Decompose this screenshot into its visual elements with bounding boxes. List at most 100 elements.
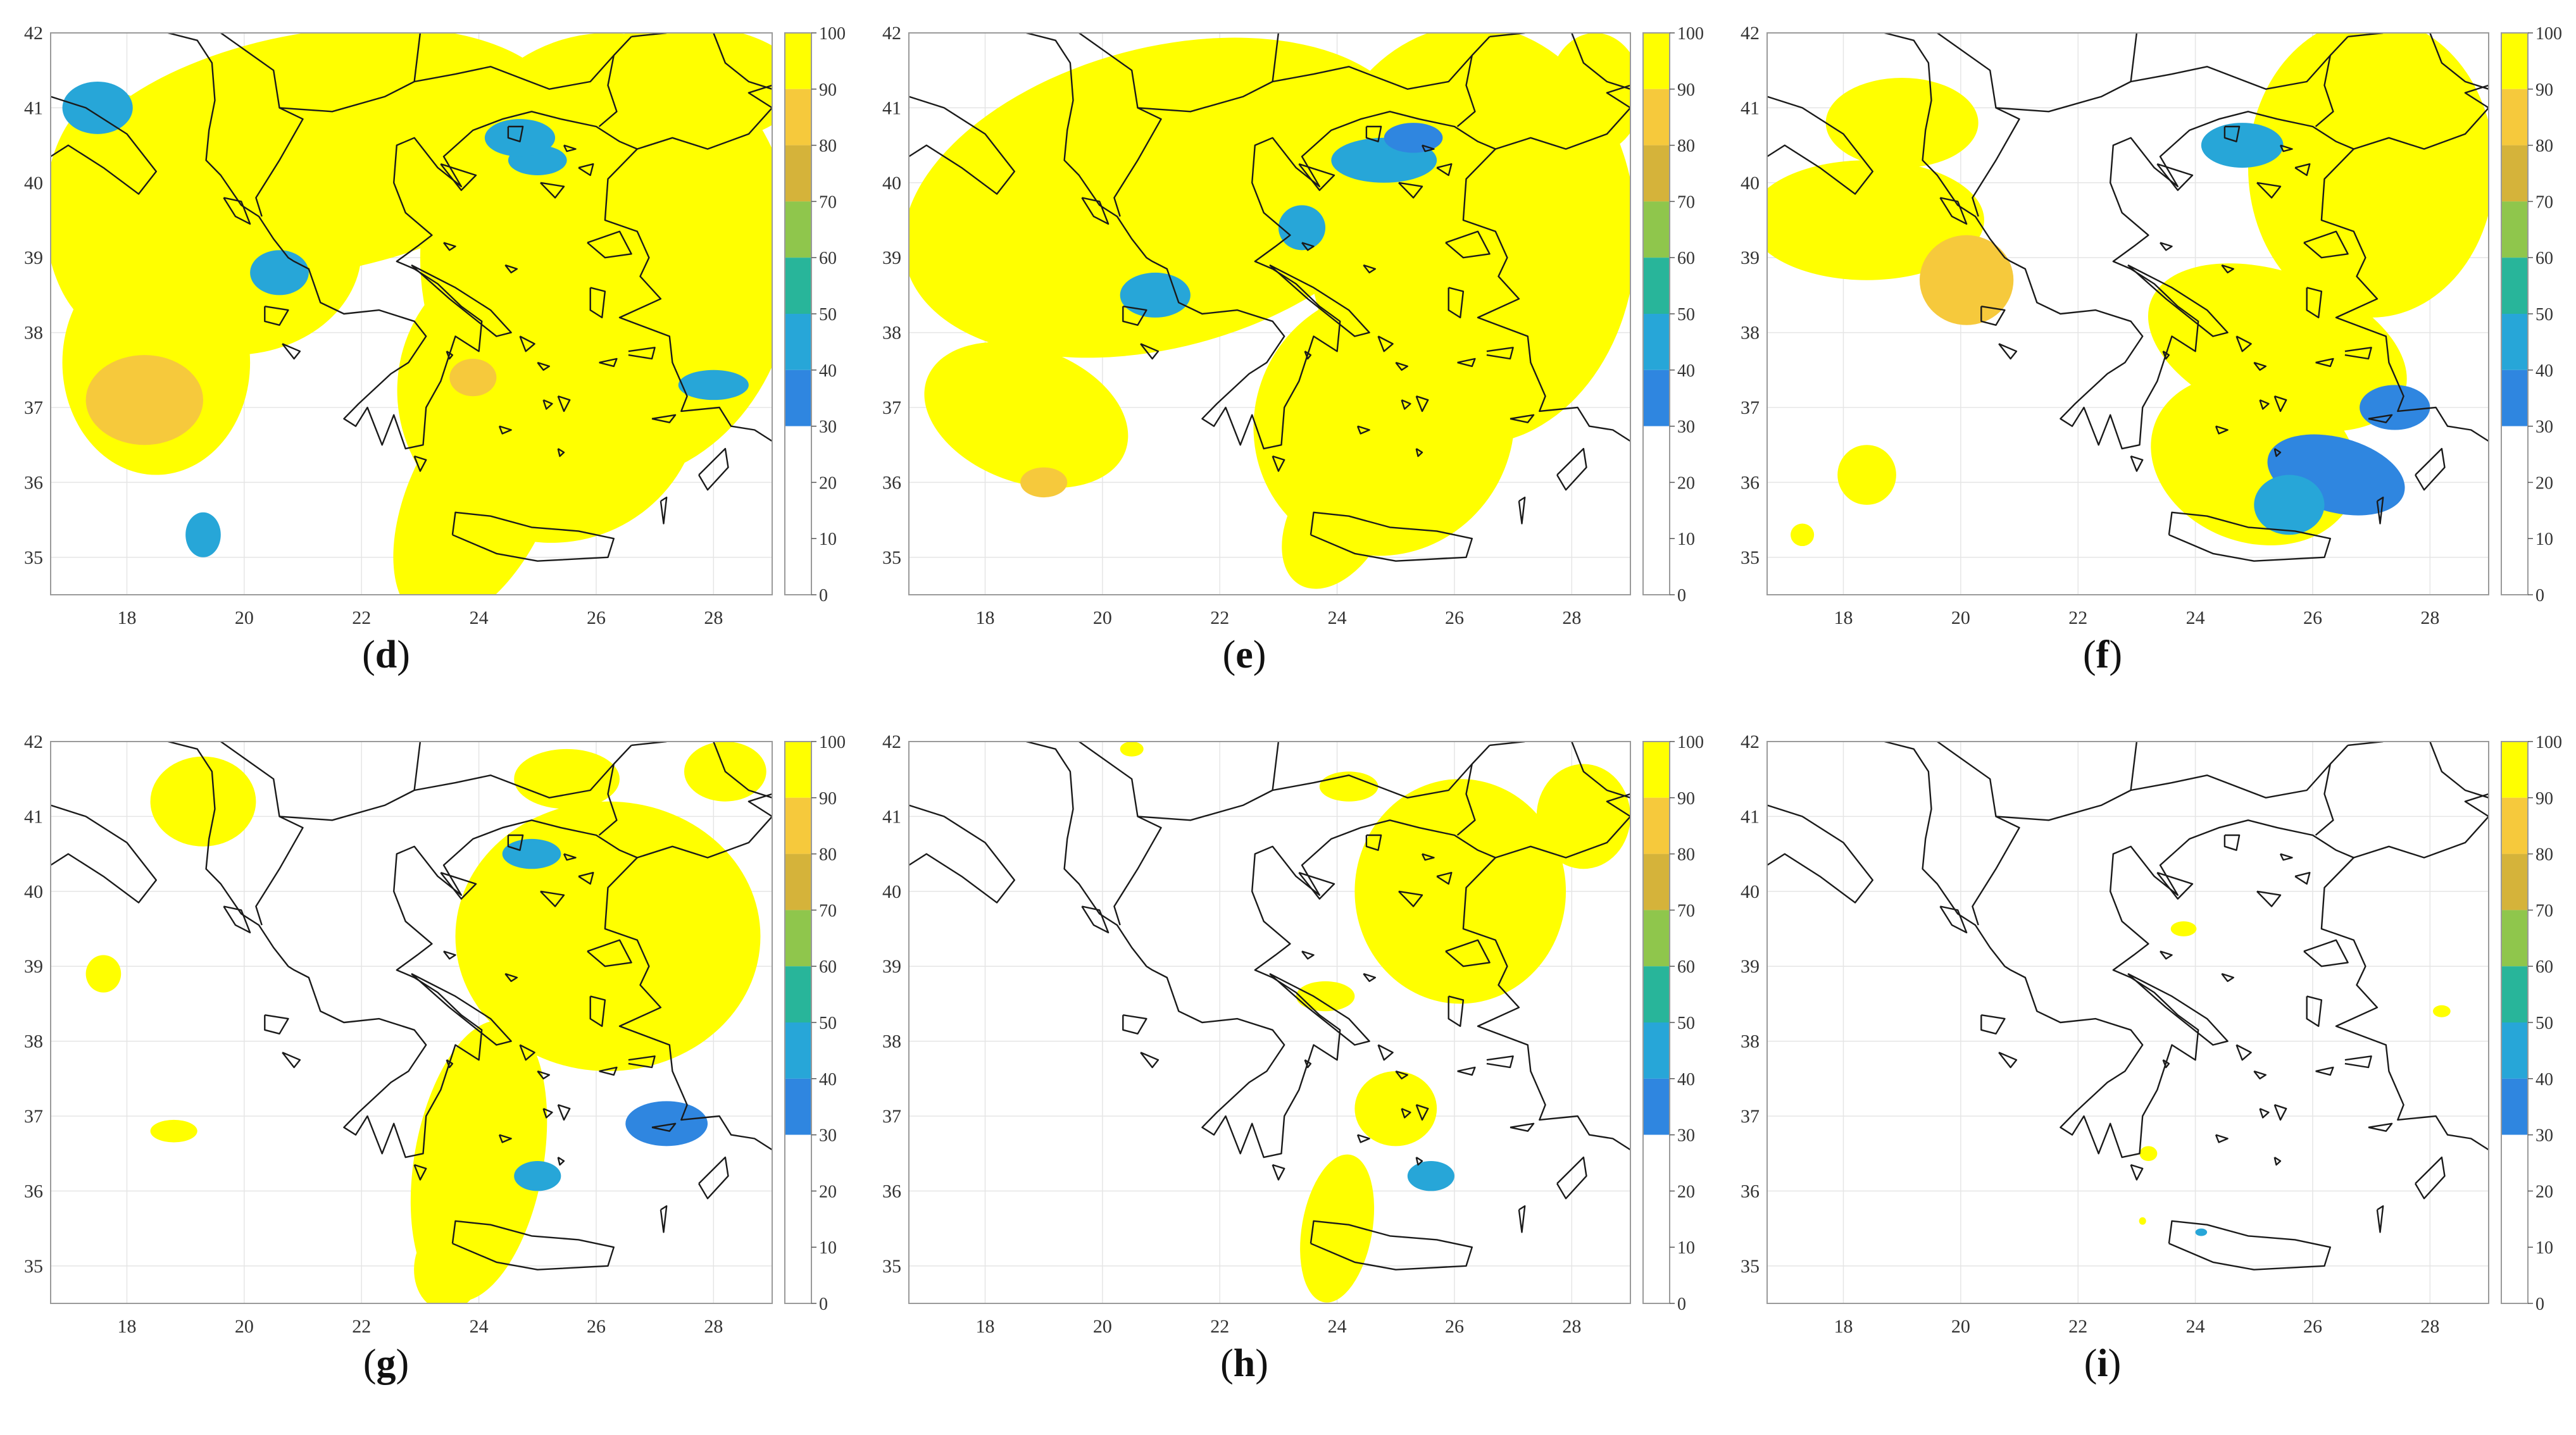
colorbar-tick-label: 80 [1677, 137, 1695, 156]
coastline-border4 [413, 742, 422, 791]
coastline-blackSea [2429, 33, 2489, 90]
coastline-border3 [1456, 764, 1476, 836]
coastline-border2 [279, 745, 632, 821]
colorbar-tick-label: 10 [1677, 1238, 1695, 1258]
coastline-skiathos [443, 950, 456, 960]
coastline-italy [51, 804, 158, 904]
coastline-corfu [223, 905, 251, 934]
map-panel-g: 18 20 22 24 26 28 42 41 40 39 38 37 36 35 100 90 80 70 60 5… [0, 709, 858, 1424]
x-tick-label: 26 [587, 1316, 606, 1337]
coastline-lesvos [587, 230, 632, 259]
colorbar-segment [1643, 797, 1670, 854]
coastline-kos [2368, 414, 2393, 423]
colorbar-tick-label: 10 [2535, 1238, 2553, 1258]
panel-letter: h [1233, 1342, 1256, 1385]
coastline-chios [589, 287, 606, 319]
colorbar-tick-label: 40 [2535, 1070, 2553, 1090]
map-frame [50, 32, 773, 595]
colorbar-tick-label: 0 [1677, 586, 1686, 606]
y-tick-label: 42 [882, 731, 901, 752]
coastline-kythera [1272, 455, 1285, 472]
coastline-andros [2235, 335, 2252, 352]
colorbar-segment [1643, 370, 1670, 426]
coastline-zakynthos [1998, 343, 2018, 360]
coastline-border1 [220, 33, 304, 217]
coastline-santorini [557, 1157, 565, 1166]
colorbar-segment [2501, 1078, 2528, 1135]
field-patch [1282, 450, 1392, 589]
coastline-zakynthos [282, 343, 301, 360]
coastline-chalk1 [1298, 163, 1335, 191]
colorbar-segment [1643, 426, 1670, 595]
coastline-rhodes [698, 447, 729, 491]
panel-letter: d [375, 633, 397, 676]
coastline-rhodes [2415, 1156, 2446, 1200]
colorbar-tick-label: 90 [2535, 789, 2553, 809]
colorbar-tick-label: 30 [2535, 418, 2553, 437]
map-plot: 18 20 22 24 26 284241403938373635100908070605… [24, 731, 846, 1337]
coastlines [909, 742, 1630, 1270]
coastline-chalk1 [440, 163, 477, 191]
colorbar-tick-label: 10 [819, 530, 837, 549]
colorbar-segment [785, 89, 811, 146]
colorbar-tick-label: 100 [1677, 733, 1704, 752]
y-tick-label: 38 [1741, 323, 1760, 344]
y-tick-label: 41 [1741, 97, 1760, 118]
coastline-kos [1510, 414, 1535, 423]
field-patch [1919, 235, 2014, 325]
coastline-kefalonia [264, 306, 289, 326]
coastline-gokceada [578, 163, 594, 177]
colorbar-tick-label: 40 [1677, 1070, 1695, 1090]
panel-letter: i [2097, 1342, 2108, 1385]
field-patch [150, 756, 256, 847]
colorbar-tick-label: 30 [1677, 418, 1695, 437]
coastline-italy [909, 96, 1016, 195]
coastline-evia [411, 264, 512, 337]
y-tick-label: 35 [882, 1256, 901, 1277]
y-tick-label: 36 [882, 472, 901, 493]
map-plot: 18 20 22 24 26 284241403938373635100908070605… [1741, 23, 2562, 628]
coastline-corfu [1081, 905, 1110, 934]
field-patch [2432, 1005, 2451, 1017]
field-patch [1360, 883, 1408, 914]
coastline-samos [628, 347, 656, 360]
coastline-border2 [279, 36, 632, 113]
coastline-marmara [1495, 84, 1630, 150]
x-tick-label: 20 [1093, 1316, 1112, 1337]
coastline-limnos [2256, 182, 2282, 199]
coastline-kythera [2130, 1164, 2144, 1181]
colorbar-segment [785, 910, 811, 967]
coastline-blackSea [1571, 742, 1630, 798]
coastline-border3 [598, 764, 618, 836]
coastline-karpathos [660, 496, 668, 525]
x-tick-label: 18 [117, 607, 136, 628]
colorbar-tick-label: 50 [819, 305, 837, 325]
coastline-andros [519, 1044, 535, 1061]
colorbar-tick-label: 30 [819, 1126, 837, 1146]
y-tick-label: 36 [24, 472, 43, 493]
colorbar-tick-label: 0 [2535, 1295, 2544, 1314]
coastline-evia [1269, 972, 1370, 1046]
x-tick-label: 22 [2068, 1316, 2087, 1337]
coastline-limnos [540, 182, 565, 199]
panel-caption: (e) [1222, 633, 1266, 676]
colorbar-tick-label: 90 [1677, 789, 1695, 809]
coastline-crete [451, 511, 615, 562]
x-tick-label: 22 [352, 1316, 371, 1337]
panel-caption: (f) [2083, 633, 2122, 676]
colorbar-tick-label: 0 [819, 1295, 828, 1314]
field-patch [2254, 475, 2325, 535]
map-plot: 18 20 22 24 26 284241403938373635100908070605… [24, 23, 846, 628]
coastline-border1 [1937, 742, 2020, 926]
coastline-naxos [2273, 1104, 2287, 1121]
x-tick-label: 18 [1834, 1316, 1853, 1337]
coastline-corfu [1081, 197, 1110, 225]
colorbar-segment [1643, 258, 1670, 314]
coastline-kos [651, 414, 677, 423]
coastline-gokceada [2294, 163, 2311, 177]
coastline-ikaria [599, 357, 618, 368]
field-patch [1120, 742, 1144, 757]
coastline-evia [2127, 972, 2229, 1046]
